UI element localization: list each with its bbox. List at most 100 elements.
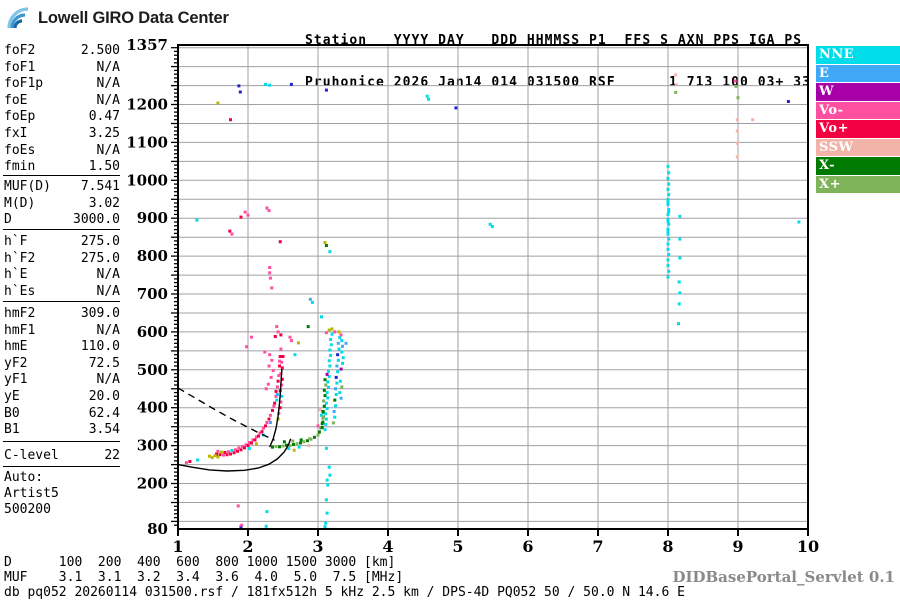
data-point — [236, 449, 239, 453]
data-point — [786, 100, 790, 103]
data-point — [341, 344, 344, 348]
data-point — [296, 341, 300, 345]
data-point — [666, 232, 670, 236]
data-point — [325, 478, 329, 482]
data-point — [326, 483, 330, 487]
parameter-panel: foF2 2.500 foF1 N/A foF1p N/A foE N/A foEp 0.47 fx… — [3, 0, 121, 520]
parameter-label: hmF2 — [4, 306, 36, 321]
data-point — [340, 350, 344, 354]
data-point — [325, 407, 329, 410]
data-point — [736, 96, 740, 100]
status-line: db pq052 20260114 031500.rsf / 181fx512h… — [4, 585, 685, 600]
data-point — [260, 430, 264, 434]
parameter-value: 275.0 — [80, 250, 120, 266]
parameter-value: 20.0 — [88, 389, 120, 404]
data-point — [334, 393, 338, 396]
parameter-row: B1 3.54 — [4, 422, 120, 437]
data-point — [253, 438, 257, 442]
data-point — [666, 230, 670, 233]
parameter-value: 3.54 — [88, 422, 120, 438]
data-point — [336, 370, 340, 374]
data-point — [306, 325, 310, 329]
parameter-label: B1 — [4, 422, 20, 438]
legend-item-nne: NNE — [816, 46, 900, 64]
data-point — [280, 377, 284, 381]
data-point — [667, 171, 671, 175]
parameter-label: yF2 — [4, 355, 28, 371]
data-point — [289, 339, 293, 343]
data-point — [334, 387, 337, 391]
data-point — [325, 511, 329, 515]
data-point — [339, 333, 343, 337]
parameter-row: foF2 2.500 — [4, 43, 120, 58]
parameter-row: foF1 N/A — [4, 60, 120, 75]
data-point — [268, 353, 272, 357]
data-point — [323, 394, 327, 398]
data-point — [208, 454, 211, 458]
parameter-value: 1.50 — [88, 159, 120, 175]
data-point — [274, 394, 278, 398]
data-point — [216, 101, 220, 105]
parameter-label: foEs — [4, 142, 36, 158]
data-point — [271, 369, 275, 373]
plot-frame — [177, 44, 809, 530]
panel-divider — [3, 466, 120, 467]
data-point — [333, 398, 337, 402]
x-axis-label: 8 — [662, 537, 673, 556]
parameter-value: N/A — [96, 283, 120, 299]
data-point — [313, 435, 316, 439]
data-point — [268, 276, 272, 280]
data-point — [222, 453, 225, 457]
data-point — [344, 341, 348, 345]
data-point — [246, 444, 250, 448]
parameter-row: hmF1 N/A — [4, 323, 120, 338]
data-point — [322, 404, 326, 408]
data-point — [734, 84, 738, 88]
data-point — [246, 213, 250, 217]
data-point — [229, 452, 232, 456]
x-axis-label: 9 — [732, 537, 743, 556]
data-point — [321, 410, 325, 413]
data-point — [674, 83, 678, 87]
data-point — [226, 450, 230, 454]
parameter-value: 275.0 — [80, 234, 120, 249]
data-point — [678, 237, 682, 241]
data-point — [278, 355, 282, 358]
parameter-row: yF1 N/A — [4, 372, 120, 387]
parameter-value: 110.0 — [80, 339, 120, 355]
data-point — [281, 444, 285, 448]
data-point — [667, 237, 671, 241]
data-point — [324, 498, 328, 502]
data-point — [677, 280, 681, 284]
data-point — [254, 442, 258, 446]
y-axis-label: 1000 — [126, 171, 168, 189]
parameter-value: 3000.0 — [73, 212, 120, 228]
data-point — [316, 433, 320, 437]
parameter-label: foE — [4, 92, 28, 108]
servlet-version-label: DIDBasePortal_Servlet 0.1 — [672, 568, 895, 586]
data-point — [339, 396, 343, 400]
data-point — [275, 393, 279, 396]
data-point — [328, 473, 332, 477]
data-point — [328, 348, 332, 352]
data-point — [276, 379, 280, 383]
y-axis-label: 700 — [137, 285, 168, 303]
x-axis-label: 6 — [522, 537, 533, 556]
parameter-label: h`F — [4, 234, 28, 249]
data-point — [323, 428, 327, 432]
data-point — [270, 358, 274, 362]
data-point — [327, 369, 330, 373]
y-axis-label: 1100 — [126, 133, 168, 151]
data-point — [340, 385, 344, 389]
data-point — [678, 214, 682, 218]
data-point — [302, 440, 306, 444]
parameter-label: fmin — [4, 159, 36, 175]
data-point — [230, 449, 234, 452]
data-point — [292, 448, 296, 452]
data-point — [328, 364, 332, 368]
data-point — [274, 389, 278, 393]
data-point — [278, 364, 281, 368]
y-axis-label: 500 — [137, 361, 168, 379]
data-point — [268, 413, 272, 417]
data-point — [666, 176, 670, 180]
